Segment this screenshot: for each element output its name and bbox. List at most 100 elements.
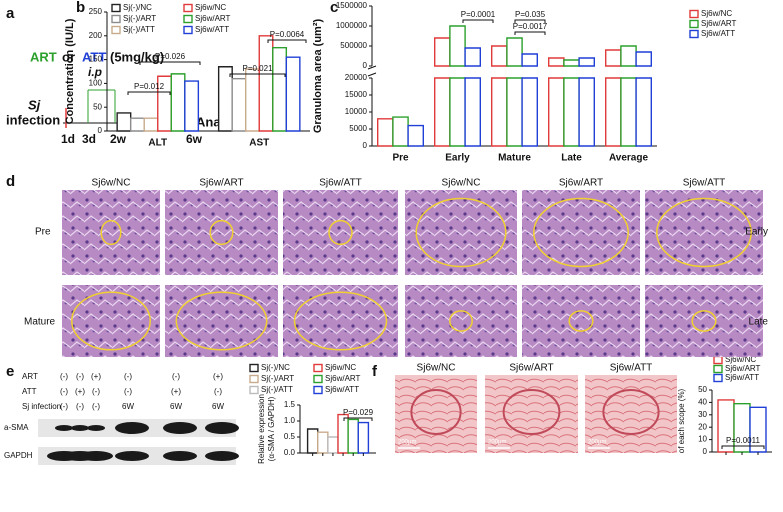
histology-image (645, 285, 763, 357)
legend-swatch (183, 25, 193, 35)
histology-image (522, 190, 640, 275)
blot-band (205, 422, 239, 434)
y-tick-label: 100 (89, 79, 103, 88)
legend-swatch (689, 9, 699, 19)
bar (327, 436, 339, 454)
bar (635, 51, 652, 147)
blot-band (87, 425, 105, 431)
bar (434, 37, 451, 147)
significance-bracket (267, 39, 307, 43)
legend-label: Sj6w/NC (701, 9, 732, 18)
bar (620, 45, 637, 147)
group-label: Sj6w/NC (417, 363, 456, 374)
bar (392, 116, 409, 147)
bar (449, 25, 466, 147)
condition-value: (+) (213, 372, 223, 381)
legend-swatch (249, 374, 259, 384)
y-tick-label: 20000 (345, 73, 368, 82)
treatment: ATT (82, 49, 106, 64)
blot-band (55, 425, 73, 431)
significance-bracket (514, 31, 546, 35)
bar (357, 421, 370, 454)
blot-band (163, 451, 197, 461)
condition-value: (-) (124, 387, 132, 396)
collagen-image (585, 375, 677, 453)
significance-bracket (343, 417, 373, 421)
blot-band (163, 422, 197, 434)
y-axis-label: of each scope (%) (677, 388, 686, 453)
y-tick-label: 5000 (349, 124, 367, 133)
group-label: Sj6w/ART (199, 178, 243, 189)
y-tick-label: 250 (89, 7, 103, 16)
granuloma-outline (656, 197, 752, 268)
legend-swatch (689, 29, 699, 39)
chart: 0 50 100 150 200 250 Concentration (IU/L) ALT AS… (64, 3, 310, 149)
scale-label: 200μm (588, 440, 606, 446)
legend-label: Sj(-)/NC (261, 363, 290, 372)
y-axis-label: Granuloma area (um²) (312, 19, 324, 134)
condition-value: 6W (122, 402, 134, 411)
significance-bracket (229, 73, 286, 77)
p-value: P=0.0001 (461, 10, 496, 19)
histology-image (405, 285, 517, 357)
bar (377, 118, 394, 147)
y-axis-label: Relative expression (257, 394, 266, 464)
y-tick-label: 30 (698, 410, 707, 419)
y-tick-label: 0 (98, 126, 103, 135)
p-value: P=0.012 (134, 82, 165, 91)
legend-label: Sj6w/ART (325, 374, 361, 383)
granuloma-outline (449, 310, 473, 332)
group-label: Sj6w/NC (92, 178, 131, 189)
panel-label: e (6, 363, 14, 380)
histology-image (62, 285, 160, 357)
blot-band (115, 451, 149, 461)
group-label: Sj6w/ATT (319, 178, 362, 189)
condition-value: (-) (92, 387, 100, 396)
y-tick-label: 0.0 (284, 448, 296, 457)
x-tick-label: Early (445, 153, 470, 164)
bar (129, 117, 145, 132)
treatment: ART (30, 49, 57, 64)
axis-break (367, 65, 377, 77)
time-point: 3d (82, 132, 96, 146)
legend-label: Sj6w/ATT (725, 373, 759, 382)
significance-bracket (462, 19, 494, 23)
group-label: Sj6w/ATT (610, 363, 653, 374)
legend-swatch (313, 374, 323, 384)
panel-label: b (76, 0, 85, 16)
legend-swatch (111, 14, 121, 24)
p-value: P=0.0064 (270, 30, 305, 39)
bar (733, 402, 751, 453)
condition-value: (-) (172, 372, 180, 381)
stage-label: Pre (35, 227, 51, 238)
granuloma (602, 389, 660, 435)
bar (407, 124, 424, 147)
bar (605, 49, 622, 147)
granuloma-outline (328, 219, 353, 246)
treatment: (5mg/kg) (110, 49, 164, 64)
bar (285, 56, 301, 132)
scale-label: 200μm (488, 440, 506, 446)
y-tick-label: 200 (89, 31, 103, 40)
panel-label: a (6, 5, 15, 22)
bar (347, 418, 359, 454)
legend-swatch (183, 3, 193, 13)
significance-bracket (127, 91, 171, 95)
group-label: Sj6w/NC (442, 178, 481, 189)
legend-swatch (713, 364, 723, 374)
x-tick-label: AST (249, 138, 269, 149)
y-tick-label: 10 (698, 435, 707, 444)
x-tick-label: Mature (498, 153, 531, 164)
x-tick-label: Late (561, 153, 582, 164)
route: i.p (88, 65, 102, 79)
panel-label: c (330, 0, 338, 16)
infection: infection (6, 112, 60, 127)
condition-value: (+) (75, 387, 85, 396)
time-point: 2w (110, 132, 127, 146)
y-tick-label: 50 (93, 102, 102, 111)
bar (717, 399, 735, 453)
y-tick-label: 1.5 (284, 400, 296, 409)
condition-value: (-) (60, 387, 68, 396)
p-value: P=0.026 (155, 52, 186, 61)
